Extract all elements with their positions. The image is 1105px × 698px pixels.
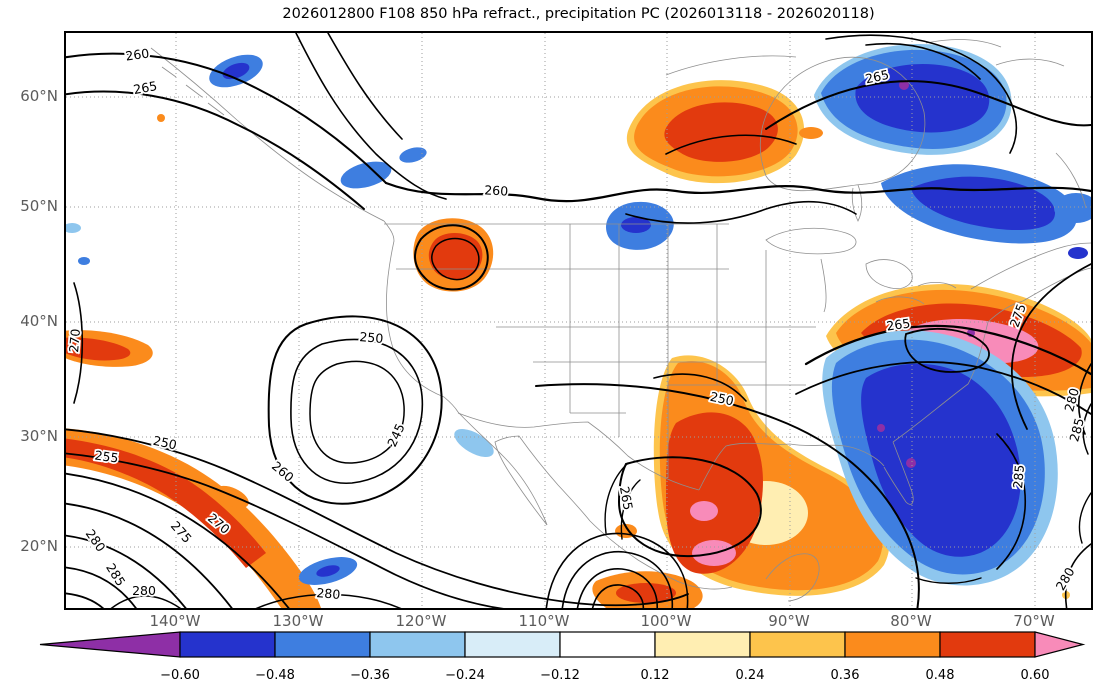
y-tick-label: 40°N [20, 312, 58, 330]
contour-label: 280 [1053, 565, 1078, 593]
contour-label: 250 [152, 433, 179, 453]
x-tick-label: 120°W [395, 612, 447, 630]
colorbar-segment [274, 631, 371, 658]
contour-label: 270 [66, 328, 83, 353]
colorbar: −0.60 −0.48 −0.36 −0.24 −0.12 0.12 0.24 0.36 0.4… [30, 630, 1090, 692]
colorbar-canvas: −0.60 −0.48 −0.36 −0.24 −0.12 0.12 0.24 0.36 0.4… [39, 631, 1086, 683]
precip-negative-core [1068, 247, 1088, 259]
map-plot-area: 260 265 260 265 250 245 260 270 255 250 … [64, 31, 1093, 610]
colorbar-tick-label: −0.36 [350, 668, 390, 683]
colorbar-segment [749, 631, 846, 658]
y-tick-label: 60°N [20, 87, 58, 105]
precip-extreme-negative-speck [906, 458, 916, 468]
contour-label: 280 [83, 526, 109, 554]
contour-label: 260 [269, 458, 297, 485]
colorbar-segment [654, 631, 751, 658]
contour-label: 255 [94, 447, 120, 465]
precip-weak-negative [66, 223, 81, 233]
contour-label: 265 [132, 78, 158, 97]
colorbar-tick-label: 0.24 [736, 668, 765, 683]
contour-label: 265 [886, 315, 912, 333]
colorbar-segment [179, 631, 276, 658]
colorbar-tick-label: 0.12 [641, 668, 670, 683]
precip-positive-core [664, 102, 778, 162]
precip-positive-speck [157, 114, 165, 122]
colorbar-over-arrow [1034, 631, 1086, 658]
colorbar-under-arrow [39, 631, 181, 658]
x-tick-label: 100°W [640, 612, 692, 630]
precip-shading [66, 43, 1091, 608]
colorbar-tick-label: −0.60 [160, 668, 200, 683]
figure-title: 2026012800 F108 850 hPa refract., precip… [282, 6, 875, 22]
precip-positive-core [66, 438, 266, 568]
x-tick-label: 70°W [1013, 612, 1055, 630]
contour-label: 245 [384, 421, 408, 449]
contour-label: 285 [1066, 416, 1087, 443]
contour-label: 250 [359, 329, 384, 346]
precip-negative-region [1054, 193, 1091, 223]
refractivity-contours [66, 33, 1091, 608]
colorbar-tick-label: −0.24 [445, 668, 485, 683]
precip-negative-core [861, 363, 1021, 557]
colorbar-segment [939, 631, 1036, 658]
precip-negative-core [316, 565, 340, 577]
precip-positive-core [666, 412, 763, 574]
x-tick-label: 110°W [518, 612, 570, 630]
contour-label: 285 [1010, 464, 1027, 489]
x-tick-label: 140°W [149, 612, 201, 630]
colorbar-tick-label: 0.36 [831, 668, 860, 683]
y-tick-label: 50°N [20, 197, 58, 215]
contour-label: 285 [103, 561, 128, 589]
precip-weak-negative [454, 429, 494, 457]
precip-extreme-negative-speck [877, 424, 885, 432]
contour-label: 265 [617, 485, 636, 511]
colorbar-segment [559, 631, 656, 658]
contour-label: 275 [168, 518, 195, 546]
y-tick-label: 30°N [20, 427, 58, 445]
precip-positive-region [799, 127, 823, 139]
colorbar-tick-label: 0.60 [1021, 668, 1050, 683]
colorbar-tick-label: −0.12 [540, 668, 580, 683]
contour-label: 250 [709, 389, 736, 409]
precip-negative-region [399, 147, 427, 163]
contour-label: 260 [125, 45, 151, 63]
colorbar-segment [369, 631, 466, 658]
x-tick-label: 90°W [768, 612, 810, 630]
colorbar-segment [844, 631, 941, 658]
y-tick-label: 20°N [20, 537, 58, 555]
contour-label: 280 [316, 585, 341, 602]
contour-label: 265 [864, 67, 890, 87]
contour-label: 260 [484, 182, 509, 198]
x-tick-label: 80°W [890, 612, 932, 630]
precip-positive-core [428, 232, 483, 280]
colorbar-tick-label: −0.48 [255, 668, 295, 683]
precip-extreme-negative-speck [899, 80, 909, 90]
map-canvas: 260 265 260 265 250 245 260 270 255 250 … [66, 33, 1091, 608]
colorbar-segment [464, 631, 561, 658]
precip-extreme-positive [690, 501, 718, 521]
colorbar-tick-label: 0.48 [926, 668, 955, 683]
precip-negative-region [340, 161, 392, 189]
contour-label: 280 [132, 583, 156, 598]
precip-negative-core [855, 64, 990, 133]
x-tick-label: 130°W [272, 612, 324, 630]
precip-negative-core [621, 217, 651, 233]
precip-weak-negative [78, 257, 90, 265]
geography-borders [150, 39, 1091, 602]
